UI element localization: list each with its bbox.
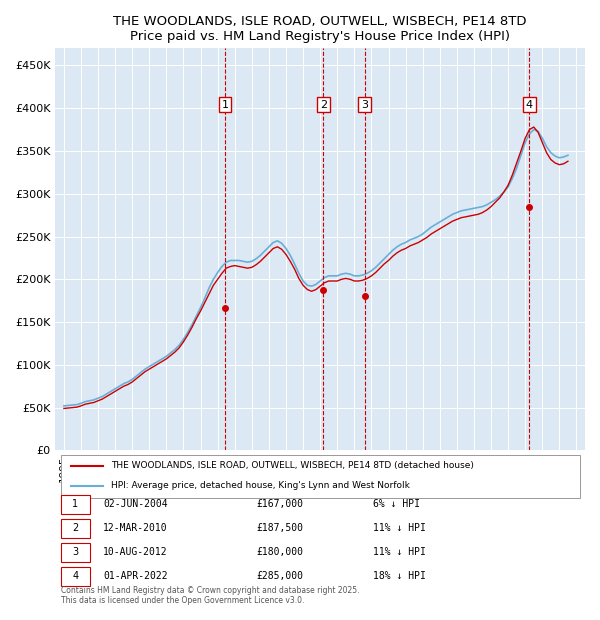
Text: 2: 2: [320, 100, 327, 110]
Text: 12-MAR-2010: 12-MAR-2010: [103, 523, 167, 533]
Text: 02-JUN-2004: 02-JUN-2004: [103, 500, 167, 510]
Text: 18% ↓ HPI: 18% ↓ HPI: [373, 572, 426, 582]
Text: 1: 1: [221, 100, 229, 110]
Text: £167,000: £167,000: [257, 500, 304, 510]
Text: £187,500: £187,500: [257, 523, 304, 533]
Text: 4: 4: [72, 572, 78, 582]
FancyBboxPatch shape: [61, 519, 90, 538]
Title: THE WOODLANDS, ISLE ROAD, OUTWELL, WISBECH, PE14 8TD
Price paid vs. HM Land Regi: THE WOODLANDS, ISLE ROAD, OUTWELL, WISBE…: [113, 15, 527, 43]
Text: 11% ↓ HPI: 11% ↓ HPI: [373, 547, 426, 557]
Text: 4: 4: [526, 100, 533, 110]
Text: HPI: Average price, detached house, King's Lynn and West Norfolk: HPI: Average price, detached house, King…: [111, 482, 410, 490]
FancyBboxPatch shape: [61, 567, 90, 586]
FancyBboxPatch shape: [61, 543, 90, 562]
Text: 1: 1: [72, 500, 78, 510]
Text: 3: 3: [361, 100, 368, 110]
Text: Contains HM Land Registry data © Crown copyright and database right 2025.
This d: Contains HM Land Registry data © Crown c…: [61, 586, 359, 605]
FancyBboxPatch shape: [61, 455, 580, 498]
Text: 3: 3: [72, 547, 78, 557]
Text: £180,000: £180,000: [257, 547, 304, 557]
Text: 01-APR-2022: 01-APR-2022: [103, 572, 167, 582]
Text: £285,000: £285,000: [257, 572, 304, 582]
Text: 10-AUG-2012: 10-AUG-2012: [103, 547, 167, 557]
Text: THE WOODLANDS, ISLE ROAD, OUTWELL, WISBECH, PE14 8TD (detached house): THE WOODLANDS, ISLE ROAD, OUTWELL, WISBE…: [111, 461, 474, 471]
Text: 11% ↓ HPI: 11% ↓ HPI: [373, 523, 426, 533]
Text: 2: 2: [72, 523, 79, 533]
FancyBboxPatch shape: [61, 495, 90, 514]
Text: 6% ↓ HPI: 6% ↓ HPI: [373, 500, 420, 510]
